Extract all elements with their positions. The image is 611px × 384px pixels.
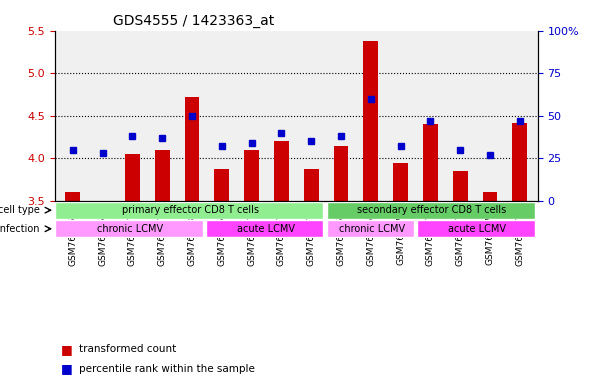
FancyBboxPatch shape: [326, 220, 414, 237]
Text: percentile rank within the sample: percentile rank within the sample: [79, 364, 255, 374]
FancyBboxPatch shape: [55, 202, 323, 218]
Bar: [304, 169, 319, 201]
Text: chronic LCMV: chronic LCMV: [97, 224, 164, 234]
Bar: [155, 150, 170, 201]
Text: cell type: cell type: [0, 205, 40, 215]
Text: infection: infection: [0, 224, 40, 234]
Bar: [214, 169, 229, 201]
Bar: [185, 97, 200, 201]
Text: primary effector CD8 T cells: primary effector CD8 T cells: [122, 205, 259, 215]
Text: transformed count: transformed count: [79, 344, 177, 354]
Text: GDS4555 / 1423363_at: GDS4555 / 1423363_at: [113, 14, 274, 28]
Bar: [393, 162, 408, 201]
Bar: [274, 141, 289, 201]
FancyBboxPatch shape: [417, 220, 535, 237]
Text: chronic LCMV: chronic LCMV: [338, 224, 405, 234]
Bar: [513, 122, 527, 201]
Bar: [423, 124, 438, 201]
FancyBboxPatch shape: [206, 220, 323, 237]
Text: secondary effector CD8 T cells: secondary effector CD8 T cells: [357, 205, 507, 215]
Text: ■: ■: [61, 343, 73, 356]
Bar: [334, 146, 348, 201]
Bar: [125, 154, 140, 201]
Text: ■: ■: [61, 362, 73, 375]
Text: acute LCMV: acute LCMV: [448, 224, 507, 234]
Bar: [364, 41, 378, 201]
FancyBboxPatch shape: [326, 202, 535, 218]
Bar: [453, 171, 467, 201]
Bar: [483, 192, 497, 201]
FancyBboxPatch shape: [55, 220, 203, 237]
Text: acute LCMV: acute LCMV: [237, 224, 295, 234]
Bar: [65, 192, 80, 201]
Bar: [244, 150, 259, 201]
